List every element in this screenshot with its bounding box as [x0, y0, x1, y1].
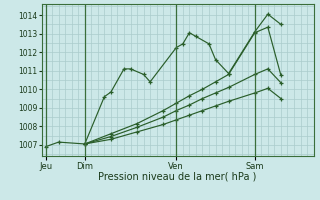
X-axis label: Pression niveau de la mer( hPa ): Pression niveau de la mer( hPa )	[99, 172, 257, 182]
